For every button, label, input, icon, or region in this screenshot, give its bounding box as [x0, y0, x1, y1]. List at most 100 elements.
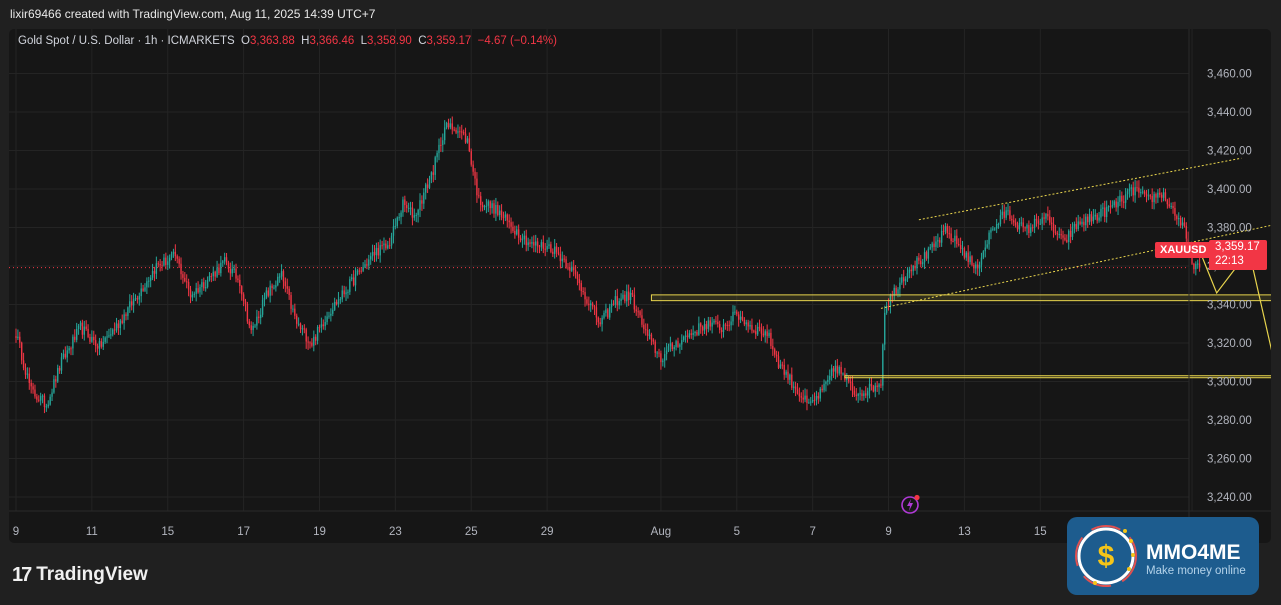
- close-value: 3,359.17: [426, 35, 472, 47]
- candle-body: [201, 282, 203, 288]
- candle-body: [161, 265, 163, 267]
- candle-body: [497, 204, 499, 216]
- candle-body: [455, 129, 457, 133]
- candle-body: [28, 373, 30, 383]
- candle-body: [994, 228, 996, 230]
- candle-body: [81, 322, 84, 335]
- candle-body: [694, 331, 696, 334]
- candle-body: [388, 245, 391, 247]
- candle-body: [535, 241, 537, 246]
- candle-body: [246, 304, 249, 322]
- candle-body: [239, 279, 241, 287]
- candle-body: [96, 345, 99, 349]
- projection-path: [1199, 249, 1271, 351]
- candle-body: [343, 290, 345, 295]
- candle-body: [997, 223, 1000, 225]
- candle-body: [364, 264, 366, 268]
- candle-body: [914, 265, 916, 269]
- candle-body: [34, 389, 36, 397]
- candle-body: [696, 331, 698, 335]
- candle-body: [290, 295, 292, 309]
- candle-body: [648, 334, 651, 336]
- price-chart[interactable]: 3,460.00 3,440.00 3,420.00 3,400.00 3,380.00…: [9, 29, 1271, 543]
- candle-body: [1107, 206, 1110, 208]
- candle-body: [79, 322, 82, 326]
- candle-body: [311, 342, 313, 346]
- candle-body: [827, 379, 829, 382]
- candle-body: [36, 396, 38, 400]
- candle-body: [1143, 191, 1146, 194]
- candle-body: [662, 360, 664, 363]
- candle-body: [980, 257, 983, 265]
- candle-body: [102, 341, 104, 347]
- candle-body: [1193, 263, 1195, 270]
- candle-body: [125, 314, 127, 316]
- candle-body: [1134, 187, 1136, 196]
- candle-body: [510, 222, 512, 227]
- candle-body: [846, 377, 848, 380]
- candle-body: [199, 287, 201, 293]
- candle-body: [675, 341, 677, 348]
- candle-body: [713, 320, 715, 323]
- candle-body: [595, 307, 598, 318]
- candle-body: [480, 196, 482, 205]
- tradingview-logo[interactable]: 17 TradingView: [12, 562, 148, 588]
- candle-body: [631, 292, 634, 295]
- candle-body: [241, 286, 243, 295]
- candle-body: [1183, 222, 1186, 227]
- candle-body: [616, 296, 618, 306]
- candle-body: [976, 264, 979, 269]
- candle-body: [390, 235, 393, 246]
- candle-body: [720, 329, 723, 333]
- candle-body: [45, 406, 48, 408]
- candle-body: [326, 316, 328, 323]
- tradingview-name: TradingView: [36, 564, 148, 585]
- candle-body: [929, 247, 931, 249]
- candle-body: [1092, 216, 1095, 222]
- candle-body: [271, 285, 273, 289]
- candle-body: [523, 235, 526, 240]
- candle-body: [41, 395, 44, 397]
- candle-body: [134, 298, 137, 300]
- candle-body: [470, 151, 472, 165]
- candle-body: [417, 209, 419, 216]
- candle-body: [802, 397, 804, 400]
- candle-body: [193, 293, 195, 295]
- candle-body: [679, 344, 681, 347]
- candle-body: [576, 274, 579, 280]
- candle-body: [282, 271, 285, 282]
- candle-body: [273, 287, 275, 289]
- candle-body: [474, 171, 476, 179]
- candle-body: [495, 204, 497, 214]
- candle-body: [961, 248, 964, 250]
- candle-body: [641, 315, 643, 325]
- candle-body: [356, 270, 359, 275]
- candle-body: [436, 153, 438, 158]
- candle-body: [491, 203, 493, 209]
- lightning-alert-icon[interactable]: [900, 493, 922, 515]
- candle-body: [633, 294, 636, 310]
- candle-body: [1197, 263, 1199, 265]
- candle-body: [982, 251, 985, 258]
- candle-body: [1018, 223, 1021, 230]
- candle-body: [878, 384, 880, 388]
- candle-body: [256, 316, 258, 326]
- candle-body: [72, 336, 74, 349]
- candle-body: [1052, 224, 1055, 232]
- candle-body: [921, 262, 924, 265]
- watermark-subtitle: Make money online: [1146, 565, 1246, 577]
- candle-body: [906, 273, 909, 279]
- chart-panel[interactable]: 3,460.00 3,440.00 3,420.00 3,400.00 3,380.00…: [9, 29, 1271, 543]
- candle-body: [104, 337, 106, 342]
- symbol-description[interactable]: Gold Spot / U.S. Dollar · 1h · ICMARKETS: [18, 35, 235, 47]
- candle-body: [233, 268, 235, 270]
- candle-body: [294, 308, 296, 316]
- candle-body: [94, 340, 97, 346]
- candle-body: [781, 364, 784, 366]
- candle-body: [440, 144, 442, 146]
- candle-body: [330, 313, 332, 316]
- candle-body: [614, 296, 617, 305]
- candle-body: [286, 286, 288, 289]
- candle-body: [808, 402, 810, 404]
- candle-body: [263, 297, 266, 300]
